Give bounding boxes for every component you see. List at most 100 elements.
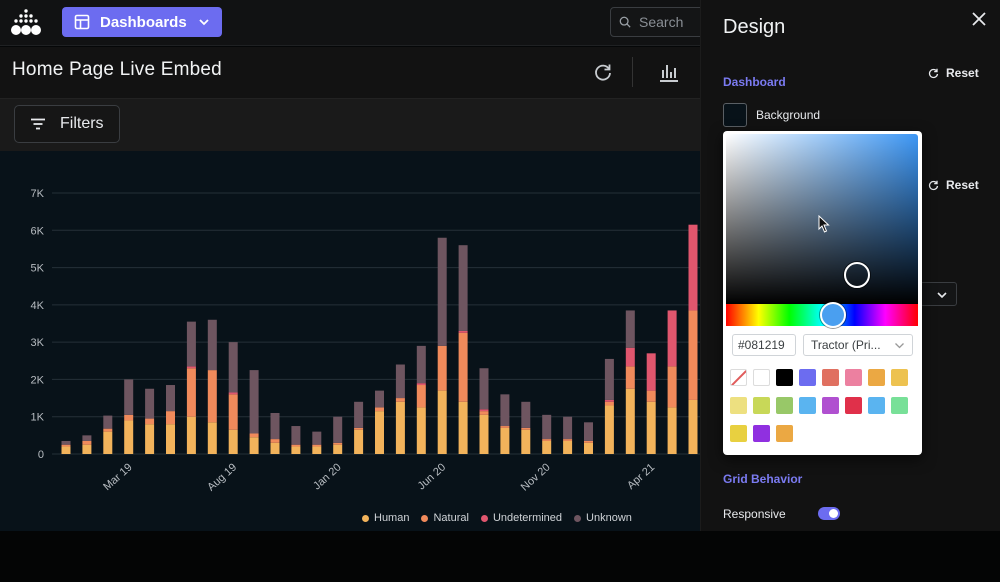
hue-slider-handle[interactable] xyxy=(820,302,846,328)
bar-segment-undetermined xyxy=(479,409,489,412)
search-input[interactable] xyxy=(639,14,709,30)
bar-segment-undetermined xyxy=(604,399,614,402)
color-swatch[interactable] xyxy=(753,369,770,386)
bar-segment-unknown xyxy=(584,422,593,441)
legend-dot xyxy=(362,514,369,522)
bar-segment-human xyxy=(604,405,614,454)
y-tick-label: 1K xyxy=(31,412,45,424)
y-tick-label: 0 xyxy=(38,449,44,461)
grid-behavior-section-label: Grid Behavior xyxy=(723,472,803,486)
bar-chart-icon[interactable] xyxy=(658,61,680,83)
x-tick-label: Aug 19 xyxy=(205,461,239,493)
bar-segment-human xyxy=(312,446,322,454)
responsive-label: Responsive xyxy=(723,507,786,521)
tile-reset-button[interactable]: Reset xyxy=(928,178,979,192)
font-select-dropdown[interactable] xyxy=(920,282,957,306)
bar-segment-unknown xyxy=(291,426,301,445)
bar-segment-unknown xyxy=(186,321,196,367)
color-swatch[interactable] xyxy=(891,397,908,414)
color-swatch[interactable] xyxy=(776,369,793,386)
bar-segment-natural xyxy=(166,411,175,425)
bar-segment-natural xyxy=(354,427,364,430)
color-swatch[interactable] xyxy=(753,425,770,442)
color-swatch[interactable] xyxy=(822,397,839,414)
dashboards-button-label: Dashboards xyxy=(100,13,187,31)
filters-button-label: Filters xyxy=(60,115,104,132)
chevron-down-icon xyxy=(199,19,209,26)
background-color-swatch[interactable] xyxy=(723,103,747,127)
bar-segment-undetermined xyxy=(646,353,656,391)
bar-segment-natural xyxy=(437,345,447,391)
bar-segment-human xyxy=(416,407,426,454)
color-swatch[interactable] xyxy=(753,397,770,414)
close-icon[interactable] xyxy=(971,11,987,27)
legend-item[interactable]: Human xyxy=(362,512,409,524)
search-box[interactable] xyxy=(610,7,710,37)
color-swatch[interactable] xyxy=(845,397,862,414)
toolbar-divider xyxy=(632,57,633,87)
bar-segment-human xyxy=(61,446,71,454)
y-tick-label: 5K xyxy=(31,263,45,275)
chart-area: 0 1K 2K 3K 4K 5K 6K 7K Mar 19 Aug 19 Jan 20 Jun 20 N… xyxy=(0,151,700,531)
color-swatch[interactable] xyxy=(891,369,908,386)
color-swatch[interactable] xyxy=(799,369,816,386)
responsive-toggle[interactable] xyxy=(818,507,840,520)
color-swatch[interactable] xyxy=(868,397,885,414)
saturation-value-handle[interactable] xyxy=(844,262,870,288)
stacked-bar-chart: 0 1K 2K 3K 4K 5K 6K 7K Mar 19 Aug 19 Jan 20 Jun 20 N… xyxy=(31,188,700,494)
reset-label: Reset xyxy=(946,178,979,192)
color-swatch[interactable] xyxy=(730,397,747,414)
bar-segment-unknown xyxy=(375,390,384,408)
bar-segment-natural xyxy=(416,385,426,408)
bar-segment-unknown xyxy=(61,440,71,445)
app-logo-icon[interactable] xyxy=(10,8,42,38)
bar-segment-undetermined xyxy=(625,347,635,367)
legend-dot xyxy=(421,514,429,522)
bar-segment-natural xyxy=(625,366,635,389)
mouse-cursor-icon xyxy=(818,215,830,233)
color-swatch[interactable] xyxy=(776,397,793,414)
footer-band xyxy=(0,531,1000,582)
dashboards-button[interactable]: Dashboards xyxy=(62,7,222,37)
legend-item[interactable]: Natural xyxy=(421,512,469,524)
x-tick-label: Jun 20 xyxy=(416,461,449,492)
color-swatch[interactable] xyxy=(822,369,839,386)
refresh-icon[interactable] xyxy=(592,61,614,83)
color-swatch[interactable] xyxy=(730,425,747,442)
bar-segment-natural xyxy=(82,440,92,445)
reset-icon xyxy=(928,180,939,190)
palette-select-value: Tractor (Pri... xyxy=(811,338,881,352)
search-icon xyxy=(619,16,631,28)
bar-segment-natural xyxy=(688,310,698,400)
bar-segment-human xyxy=(667,407,677,454)
bar-segment-natural xyxy=(458,332,468,402)
bar-segment-human xyxy=(521,429,531,454)
reset-icon xyxy=(928,68,939,78)
bar-segment-human xyxy=(646,401,656,454)
no-color-swatch[interactable] xyxy=(730,369,747,386)
color-swatch[interactable] xyxy=(868,369,885,386)
dashboard-reset-button[interactable]: Reset xyxy=(928,66,979,80)
bar-segment-natural xyxy=(312,444,322,447)
palette-select[interactable]: Tractor (Pri... xyxy=(803,334,913,356)
legend-item[interactable]: Unknown xyxy=(574,512,632,524)
color-swatch[interactable] xyxy=(776,425,793,442)
chevron-down-icon xyxy=(937,292,947,299)
y-tick-label: 2K xyxy=(31,374,45,386)
bar-segment-human xyxy=(375,411,384,454)
bar-segment-unknown xyxy=(270,412,280,440)
legend-item[interactable]: Undetermined xyxy=(480,512,562,524)
bar-segment-natural xyxy=(186,368,196,417)
bar-segment-unknown xyxy=(103,415,113,429)
panel-title: Design xyxy=(723,16,786,38)
filter-bar: Filters xyxy=(0,99,700,151)
bar-segment-unknown xyxy=(395,364,405,399)
bar-segment-human xyxy=(688,399,698,454)
color-swatch[interactable] xyxy=(799,397,816,414)
color-swatch[interactable] xyxy=(845,369,862,386)
bar-segment-natural xyxy=(61,444,71,447)
filters-button[interactable]: Filters xyxy=(14,105,120,143)
bar-segment-natural xyxy=(500,426,510,428)
hex-color-input[interactable] xyxy=(732,334,796,356)
bar-segment-natural xyxy=(395,398,405,402)
